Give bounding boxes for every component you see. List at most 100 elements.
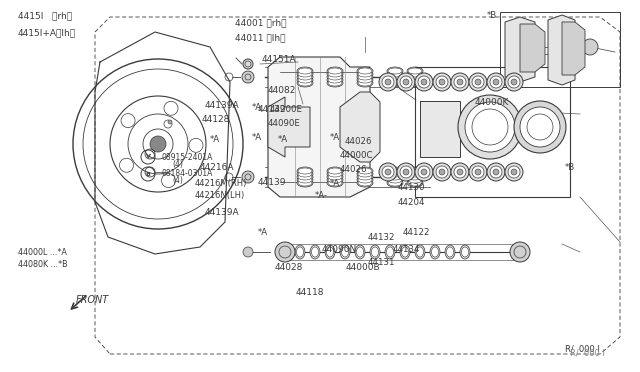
Ellipse shape: [401, 247, 408, 257]
Ellipse shape: [357, 70, 373, 78]
Circle shape: [487, 73, 505, 91]
Circle shape: [418, 76, 430, 88]
Ellipse shape: [388, 168, 402, 174]
Polygon shape: [520, 24, 545, 72]
Text: 44139A: 44139A: [205, 208, 239, 217]
Circle shape: [243, 247, 253, 257]
Circle shape: [475, 79, 481, 85]
Ellipse shape: [297, 170, 313, 178]
Ellipse shape: [328, 77, 342, 83]
Text: 44151A: 44151A: [262, 55, 296, 64]
Text: 44139: 44139: [258, 178, 287, 187]
Ellipse shape: [356, 247, 364, 257]
Circle shape: [385, 169, 391, 175]
Circle shape: [120, 158, 134, 172]
Ellipse shape: [407, 79, 423, 87]
Text: 44216A: 44216A: [200, 163, 234, 172]
Ellipse shape: [297, 179, 313, 187]
Text: 44026: 44026: [340, 165, 367, 174]
Ellipse shape: [408, 177, 422, 183]
Circle shape: [487, 163, 505, 181]
Ellipse shape: [357, 176, 373, 184]
Circle shape: [379, 163, 397, 181]
Text: 08184-0301A: 08184-0301A: [162, 170, 213, 179]
Circle shape: [436, 76, 448, 88]
Text: *A: *A: [252, 103, 262, 112]
Text: 44216N(LH): 44216N(LH): [195, 191, 245, 200]
Ellipse shape: [388, 71, 402, 77]
Ellipse shape: [357, 173, 373, 181]
Circle shape: [415, 163, 433, 181]
Ellipse shape: [358, 80, 372, 86]
Circle shape: [415, 73, 433, 91]
Ellipse shape: [328, 74, 342, 80]
Ellipse shape: [408, 74, 422, 80]
Text: 44000C: 44000C: [340, 151, 374, 160]
Ellipse shape: [407, 67, 423, 75]
Text: 44090N: 44090N: [322, 245, 357, 254]
Circle shape: [439, 79, 445, 85]
Circle shape: [189, 138, 203, 152]
Ellipse shape: [358, 171, 372, 177]
Circle shape: [451, 73, 469, 91]
Circle shape: [465, 102, 515, 152]
Ellipse shape: [407, 76, 423, 84]
Text: 44216M(RH): 44216M(RH): [195, 179, 248, 188]
Text: *A: *A: [278, 135, 288, 144]
Circle shape: [508, 166, 520, 178]
Ellipse shape: [408, 68, 422, 74]
Ellipse shape: [298, 68, 312, 74]
Ellipse shape: [357, 67, 373, 75]
Ellipse shape: [358, 174, 372, 180]
Text: *A: *A: [330, 179, 340, 188]
Ellipse shape: [388, 68, 402, 74]
Text: 44082: 44082: [268, 86, 296, 95]
Text: 4415l   《rh》: 4415l 《rh》: [18, 11, 72, 20]
Ellipse shape: [388, 171, 402, 177]
Text: 44132: 44132: [368, 233, 396, 242]
Ellipse shape: [298, 77, 312, 83]
Polygon shape: [340, 92, 380, 162]
Ellipse shape: [358, 177, 372, 183]
Polygon shape: [268, 57, 370, 197]
Ellipse shape: [297, 73, 313, 81]
Ellipse shape: [408, 71, 422, 77]
Ellipse shape: [358, 77, 372, 83]
Text: 44090E: 44090E: [268, 119, 301, 128]
Ellipse shape: [358, 71, 372, 77]
Ellipse shape: [408, 174, 422, 180]
Ellipse shape: [325, 245, 335, 259]
Ellipse shape: [407, 170, 423, 178]
Ellipse shape: [388, 180, 402, 186]
Circle shape: [121, 113, 135, 128]
Bar: [415, 67, 570, 197]
Ellipse shape: [431, 247, 438, 257]
Circle shape: [472, 76, 484, 88]
Circle shape: [505, 163, 523, 181]
Ellipse shape: [387, 76, 403, 84]
Ellipse shape: [408, 168, 422, 174]
Ellipse shape: [400, 245, 410, 259]
Circle shape: [469, 73, 487, 91]
Ellipse shape: [387, 176, 403, 184]
Ellipse shape: [430, 245, 440, 259]
Ellipse shape: [357, 73, 373, 81]
Ellipse shape: [327, 67, 343, 75]
Circle shape: [400, 166, 412, 178]
Circle shape: [493, 79, 499, 85]
Circle shape: [458, 95, 522, 159]
Ellipse shape: [298, 177, 312, 183]
Ellipse shape: [357, 167, 373, 175]
Ellipse shape: [461, 247, 468, 257]
Polygon shape: [268, 97, 310, 157]
Circle shape: [403, 169, 409, 175]
Circle shape: [403, 79, 409, 85]
Ellipse shape: [407, 73, 423, 81]
Ellipse shape: [298, 168, 312, 174]
Ellipse shape: [417, 247, 424, 257]
Text: *A: *A: [210, 135, 220, 144]
Circle shape: [457, 79, 463, 85]
Text: 44131: 44131: [368, 258, 396, 267]
Circle shape: [382, 166, 394, 178]
Ellipse shape: [298, 171, 312, 177]
